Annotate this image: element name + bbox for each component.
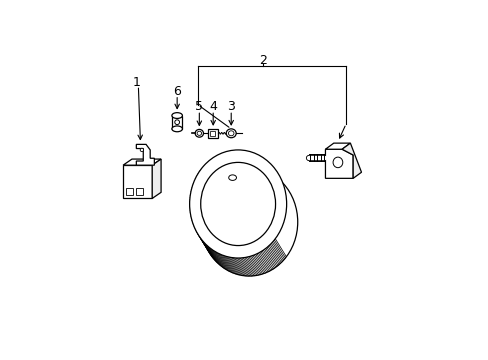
Polygon shape bbox=[152, 159, 161, 198]
Text: 5: 5 bbox=[195, 100, 203, 113]
Bar bbox=[209, 131, 214, 136]
Text: 3: 3 bbox=[227, 100, 235, 113]
Ellipse shape bbox=[174, 120, 179, 125]
Text: 1: 1 bbox=[133, 76, 141, 89]
Ellipse shape bbox=[189, 150, 286, 258]
Text: 2: 2 bbox=[259, 54, 266, 67]
Polygon shape bbox=[325, 149, 352, 178]
Polygon shape bbox=[136, 144, 154, 165]
Ellipse shape bbox=[228, 131, 233, 136]
Polygon shape bbox=[325, 143, 350, 149]
Polygon shape bbox=[342, 143, 361, 178]
Text: 6: 6 bbox=[173, 85, 181, 98]
Polygon shape bbox=[123, 159, 161, 165]
Ellipse shape bbox=[195, 129, 203, 137]
Ellipse shape bbox=[200, 162, 275, 246]
Ellipse shape bbox=[332, 157, 342, 168]
Ellipse shape bbox=[200, 168, 297, 276]
Ellipse shape bbox=[197, 131, 201, 135]
Ellipse shape bbox=[226, 129, 236, 138]
Bar bbox=[136, 188, 143, 195]
Ellipse shape bbox=[228, 175, 236, 180]
Ellipse shape bbox=[172, 113, 182, 118]
Bar bbox=[172, 116, 182, 129]
Text: 4: 4 bbox=[209, 100, 217, 113]
Polygon shape bbox=[123, 165, 152, 198]
Ellipse shape bbox=[172, 126, 182, 132]
Bar bbox=[207, 129, 218, 138]
Bar bbox=[125, 188, 133, 195]
Ellipse shape bbox=[140, 148, 143, 152]
